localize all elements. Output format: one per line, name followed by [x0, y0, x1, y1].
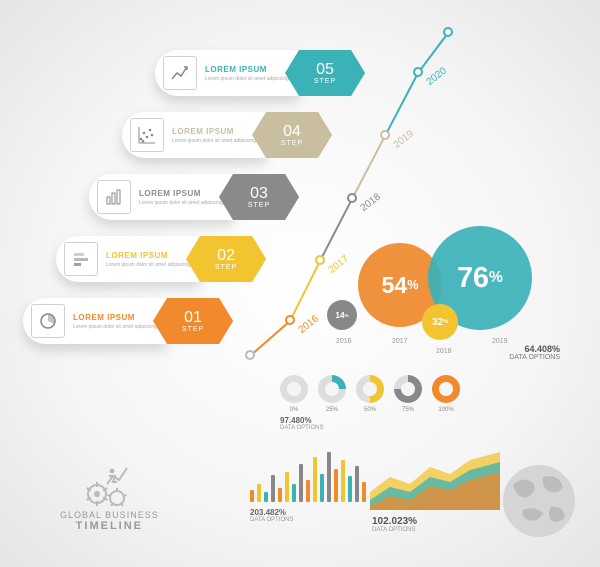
- bar: [355, 466, 359, 502]
- logo-icon: $: [79, 462, 139, 506]
- timeline-dot: [413, 67, 423, 77]
- step-body: LOREM IPSUM Lorem ipsum dolor sit amet a…: [122, 112, 266, 158]
- step: LOREM IPSUM Lorem ipsum dolor sit amet a…: [155, 50, 365, 96]
- timeline-year: 2016: [297, 313, 321, 335]
- bar: [341, 460, 345, 502]
- step-label: STEP: [182, 326, 204, 333]
- donut-label: 0%: [280, 407, 308, 413]
- timeline-segment: [289, 261, 321, 322]
- bar: [250, 490, 254, 502]
- bar-caption: 203.482%DATA OPTIONS: [250, 508, 293, 523]
- bubble-year: 2019: [492, 338, 508, 345]
- step-number: 03: [250, 186, 268, 202]
- donut-label: 100%: [432, 407, 460, 413]
- bar: [327, 452, 331, 502]
- bar: [306, 480, 310, 502]
- bar: [320, 474, 324, 502]
- donut-label: 50%: [356, 407, 384, 413]
- donut: 75%: [394, 375, 422, 403]
- bar: [285, 472, 289, 502]
- step-number: 01: [184, 310, 202, 326]
- timeline-dot: [245, 350, 255, 360]
- step-icon: [163, 56, 197, 90]
- bar-chart: [250, 452, 366, 502]
- step-body: LOREM IPSUM Lorem ipsum dolor sit amet a…: [56, 236, 200, 282]
- step-label: STEP: [248, 202, 270, 209]
- step-icon: [31, 304, 65, 338]
- step-body: LOREM IPSUM Lorem ipsum dolor sit amet a…: [23, 298, 167, 344]
- step: LOREM IPSUM Lorem ipsum dolor sit amet a…: [23, 298, 233, 344]
- timeline-segment: [351, 136, 386, 200]
- step-number: 04: [283, 124, 301, 140]
- step-label: STEP: [281, 140, 303, 147]
- donut-label: 75%: [394, 407, 422, 413]
- donut-caption: 97.480%DATA OPTIONS: [280, 416, 323, 431]
- timeline-dot: [285, 315, 295, 325]
- logo: $ GLOBAL BUSINESS TIMELINE: [60, 462, 159, 532]
- bubble-small: 32%: [422, 304, 458, 340]
- globe-icon: [503, 465, 575, 537]
- donut-row: 0% 25% 50% 75% 100%: [280, 375, 460, 403]
- bar: [299, 464, 303, 502]
- timeline-year: 2017: [327, 253, 351, 275]
- timeline-year: 2020: [425, 65, 449, 87]
- bar: [278, 488, 282, 502]
- bar: [257, 484, 261, 502]
- bubble-year: 2018: [436, 348, 452, 355]
- timeline-segment: [384, 73, 419, 137]
- donut: 100%: [432, 375, 460, 403]
- bar: [334, 469, 338, 502]
- bar: [264, 492, 268, 502]
- step-number: 05: [316, 62, 334, 78]
- step-icon: [64, 242, 98, 276]
- step: LOREM IPSUM Lorem ipsum dolor sit amet a…: [122, 112, 332, 158]
- step-body: LOREM IPSUM Lorem ipsum dolor sit amet a…: [89, 174, 233, 220]
- timeline-dot: [315, 255, 325, 265]
- logo-line2: TIMELINE: [60, 520, 159, 532]
- area-chart: [370, 442, 500, 510]
- bubble-year: 2016: [336, 338, 352, 345]
- bubble-caption: 64.408%DATA OPTIONS: [509, 344, 560, 361]
- timeline-year: 2019: [392, 128, 416, 150]
- timeline-segment: [249, 320, 290, 356]
- step-icon: [130, 118, 164, 152]
- donut: 25%: [318, 375, 346, 403]
- area-caption: 102.023%DATA OPTIONS: [372, 516, 417, 533]
- bar: [362, 482, 366, 502]
- donut-label: 25%: [318, 407, 346, 413]
- bubble-small: 14%: [327, 300, 357, 330]
- bar: [313, 457, 317, 502]
- donut: 0%: [280, 375, 308, 403]
- timeline-dot: [380, 130, 390, 140]
- step-body: LOREM IPSUM Lorem ipsum dolor sit amet a…: [155, 50, 299, 96]
- timeline-year: 2018: [359, 191, 383, 213]
- timeline-dot: [443, 27, 453, 37]
- step: LOREM IPSUM Lorem ipsum dolor sit amet a…: [56, 236, 266, 282]
- step-label: STEP: [314, 78, 336, 85]
- bar: [348, 476, 352, 502]
- svg-text:$: $: [95, 490, 100, 499]
- bar: [292, 484, 296, 502]
- donut: 50%: [356, 375, 384, 403]
- step-icon: [97, 180, 131, 214]
- timeline-segment: [319, 199, 353, 262]
- step: LOREM IPSUM Lorem ipsum dolor sit amet a…: [89, 174, 299, 220]
- logo-line1: GLOBAL BUSINESS: [60, 510, 159, 520]
- step-number: 02: [217, 248, 235, 264]
- step-label: STEP: [215, 264, 237, 271]
- timeline-dot: [347, 193, 357, 203]
- bubble-year: 2017: [392, 338, 408, 345]
- bar: [271, 475, 275, 502]
